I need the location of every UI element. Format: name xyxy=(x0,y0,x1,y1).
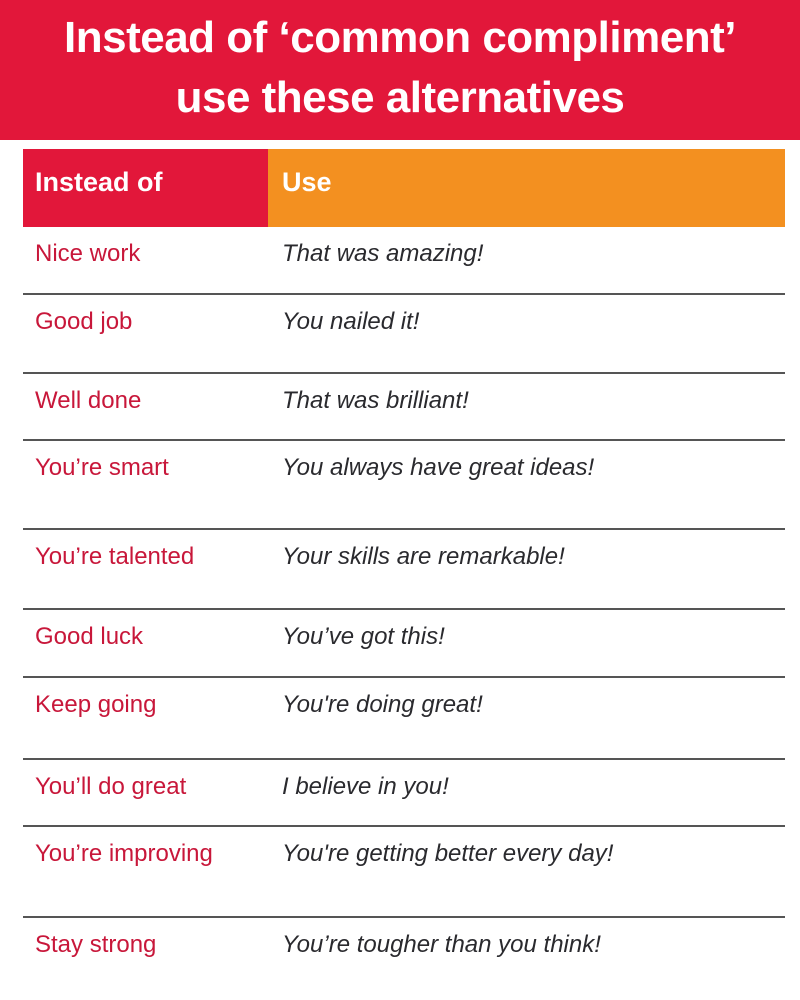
instead-of-cell: You’re talented xyxy=(35,543,195,570)
page-title: Instead of ‘common compliment’ use these… xyxy=(0,0,800,128)
table-row: You’re talented Your skills are remarkabl… xyxy=(23,530,785,610)
use-cell: That was amazing! xyxy=(282,240,484,267)
use-cell: You always have great ideas! xyxy=(282,454,595,481)
table-header: Instead of Use xyxy=(23,149,785,227)
use-cell: I believe in you! xyxy=(282,773,449,800)
use-cell: You’ve got this! xyxy=(282,623,445,650)
instead-of-cell: You’re improving xyxy=(35,840,213,867)
instead-of-cell: Keep going xyxy=(35,691,157,718)
instead-of-cell: Good luck xyxy=(35,623,144,650)
instead-of-cell: Good job xyxy=(35,308,133,335)
instead-of-cell: Nice work xyxy=(35,240,141,267)
table-row: You’re improving You're getting better ev… xyxy=(23,827,785,918)
use-cell: Your skills are remarkable! xyxy=(282,543,565,570)
instead-of-cell: Stay strong xyxy=(35,931,157,958)
instead-of-cell: You’re smart xyxy=(35,454,169,481)
title-banner: Instead of ‘common compliment’ use these… xyxy=(0,0,800,140)
instead-of-cell: You’ll do great xyxy=(35,773,187,800)
table-row: Good luck You’ve got this! xyxy=(23,610,785,678)
title-line-2: use these alternatives xyxy=(175,73,625,122)
use-cell: You're getting better every day! xyxy=(282,840,614,867)
use-cell: You nailed it! xyxy=(282,308,420,335)
table-row: Stay strong You’re tougher than you think… xyxy=(23,918,785,1000)
header-instead-of: Instead of xyxy=(23,149,268,227)
use-cell: You’re tougher than you think! xyxy=(282,931,601,958)
table-row: You’ll do great I believe in you! xyxy=(23,760,785,827)
title-line-1: Instead of ‘common compliment’ xyxy=(64,13,736,62)
table-row: Well done That was brilliant! xyxy=(23,374,785,441)
table-row: Nice work That was amazing! xyxy=(23,227,785,295)
instead-of-cell: Well done xyxy=(35,387,142,414)
table-row: Keep going You're doing great! xyxy=(23,678,785,760)
use-cell: That was brilliant! xyxy=(282,387,469,414)
use-cell: You're doing great! xyxy=(282,691,483,718)
header-use: Use xyxy=(268,149,785,227)
table-row: You’re smart You always have great ideas! xyxy=(23,441,785,530)
table-row: Good job You nailed it! xyxy=(23,295,785,374)
